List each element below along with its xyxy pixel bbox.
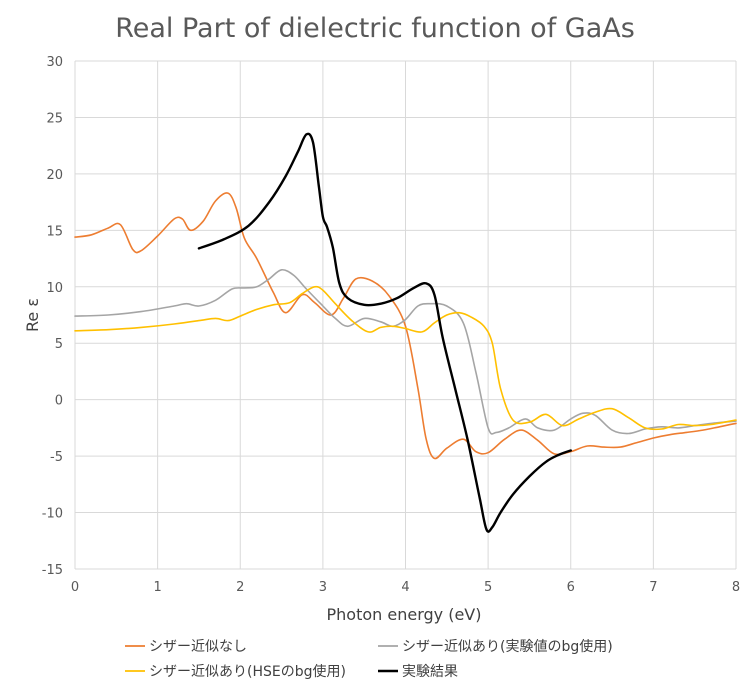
x-axis-label: Photon energy (eV) — [327, 605, 482, 624]
y-axis-label: Re ε — [23, 298, 42, 332]
series-line-experiment — [197, 132, 572, 533]
legend-label: 実験結果 — [402, 664, 458, 680]
x-tick-label: 3 — [319, 580, 327, 595]
x-tick-label: 0 — [71, 580, 79, 595]
y-tick-label: 30 — [46, 55, 63, 70]
y-tick-label: -5 — [50, 450, 63, 465]
x-tick-label: 4 — [401, 580, 409, 595]
y-tick-label: 25 — [46, 111, 63, 126]
series-line-no-scissor — [74, 192, 737, 460]
x-tick-label: 8 — [732, 580, 740, 595]
legend-item: シザー近似あり(HSEのbg使用) — [125, 663, 346, 680]
x-tick-label: 7 — [649, 580, 657, 595]
gridlines — [74, 60, 737, 570]
chart-title: Real Part of dielectric function of GaAs — [115, 13, 635, 44]
legend-label: シザー近似あり(実験値のbg使用) — [402, 638, 613, 655]
legend: シザー近似なし シザー近似あり(実験値のbg使用) シザー近似あり(HSEのbg使用… — [125, 638, 613, 680]
y-tick-label: -10 — [42, 507, 63, 522]
x-tick-label: 2 — [236, 580, 244, 595]
legend-label: シザー近似あり(HSEのbg使用) — [149, 663, 346, 680]
legend-item: シザー近似あり(実験値のbg使用) — [378, 638, 613, 655]
y-tick-label: 15 — [46, 224, 63, 239]
series-line-scissor-hse-bg — [74, 285, 737, 431]
y-tick-label: -15 — [42, 563, 63, 578]
legend-item: 実験結果 — [378, 664, 458, 680]
x-tick-label: 1 — [153, 580, 161, 595]
legend-label: シザー近似なし — [149, 639, 247, 655]
legend-item: シザー近似なし — [125, 639, 247, 655]
x-tick-label: 5 — [484, 580, 492, 595]
tick-labels: -15 -10 -5 0 5 10 15 20 25 30 0 1 2 3 4 5 6 7 8 — [42, 55, 740, 595]
y-tick-label: 0 — [55, 394, 63, 409]
x-tick-label: 6 — [567, 580, 575, 595]
y-tick-label: 5 — [55, 337, 63, 352]
series-lines — [74, 132, 737, 533]
series-line-scissor-exp-bg — [74, 268, 737, 435]
y-tick-label: 20 — [46, 168, 63, 183]
y-tick-label: 10 — [46, 281, 63, 296]
